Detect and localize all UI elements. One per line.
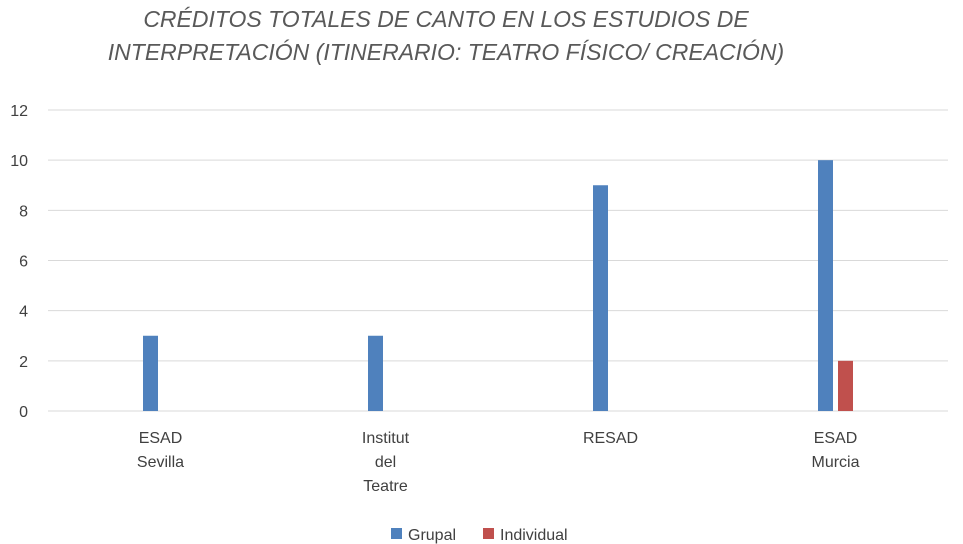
x-category-label: RESAD — [583, 430, 638, 447]
x-axis-categories: ESAD Sevilla Institut del Teatre RESAD ESAD Mur… — [137, 430, 860, 495]
gridlines — [48, 109, 948, 412]
chart-title-line-1: CRÉDITOS TOTALES DE CANTO EN LOS ESTUDIO… — [143, 6, 749, 32]
chart-title-line-2: INTERPRETACIÓN (ITINERARIO: TEATRO FÍSIC… — [108, 39, 784, 65]
y-tick-label: 0 — [19, 404, 28, 421]
bar-grupal-1 — [368, 335, 383, 411]
legend-swatch-individual — [483, 528, 494, 539]
chart-title: CRÉDITOS TOTALES DE CANTO EN LOS ESTUDIO… — [108, 6, 784, 65]
legend-label-individual: Individual — [500, 527, 568, 544]
y-tick-label: 8 — [19, 203, 28, 220]
x-category-label: del — [375, 454, 396, 471]
x-category-label: ESAD — [814, 430, 858, 447]
x-category-label: Teatre — [363, 478, 408, 495]
legend: Grupal Individual — [391, 527, 568, 544]
y-tick-label: 4 — [19, 304, 28, 321]
bar-individual-3 — [838, 360, 853, 411]
y-tick-label: 10 — [10, 153, 28, 170]
legend-label-grupal: Grupal — [408, 527, 456, 544]
x-category-label: Sevilla — [137, 454, 184, 471]
bar-grupal-2 — [593, 185, 608, 411]
legend-swatch-grupal — [391, 528, 402, 539]
bars — [143, 160, 853, 411]
x-category-label: Institut — [362, 430, 410, 447]
y-tick-label: 12 — [10, 103, 28, 120]
y-tick-label: 2 — [19, 354, 28, 371]
bar-grupal-0 — [143, 335, 158, 411]
bar-grupal-3 — [818, 160, 833, 411]
y-axis-ticks: 0 2 4 6 8 10 12 — [10, 103, 28, 421]
x-category-label: Murcia — [811, 454, 859, 471]
y-tick-label: 6 — [19, 254, 28, 271]
x-category-label: ESAD — [139, 430, 183, 447]
